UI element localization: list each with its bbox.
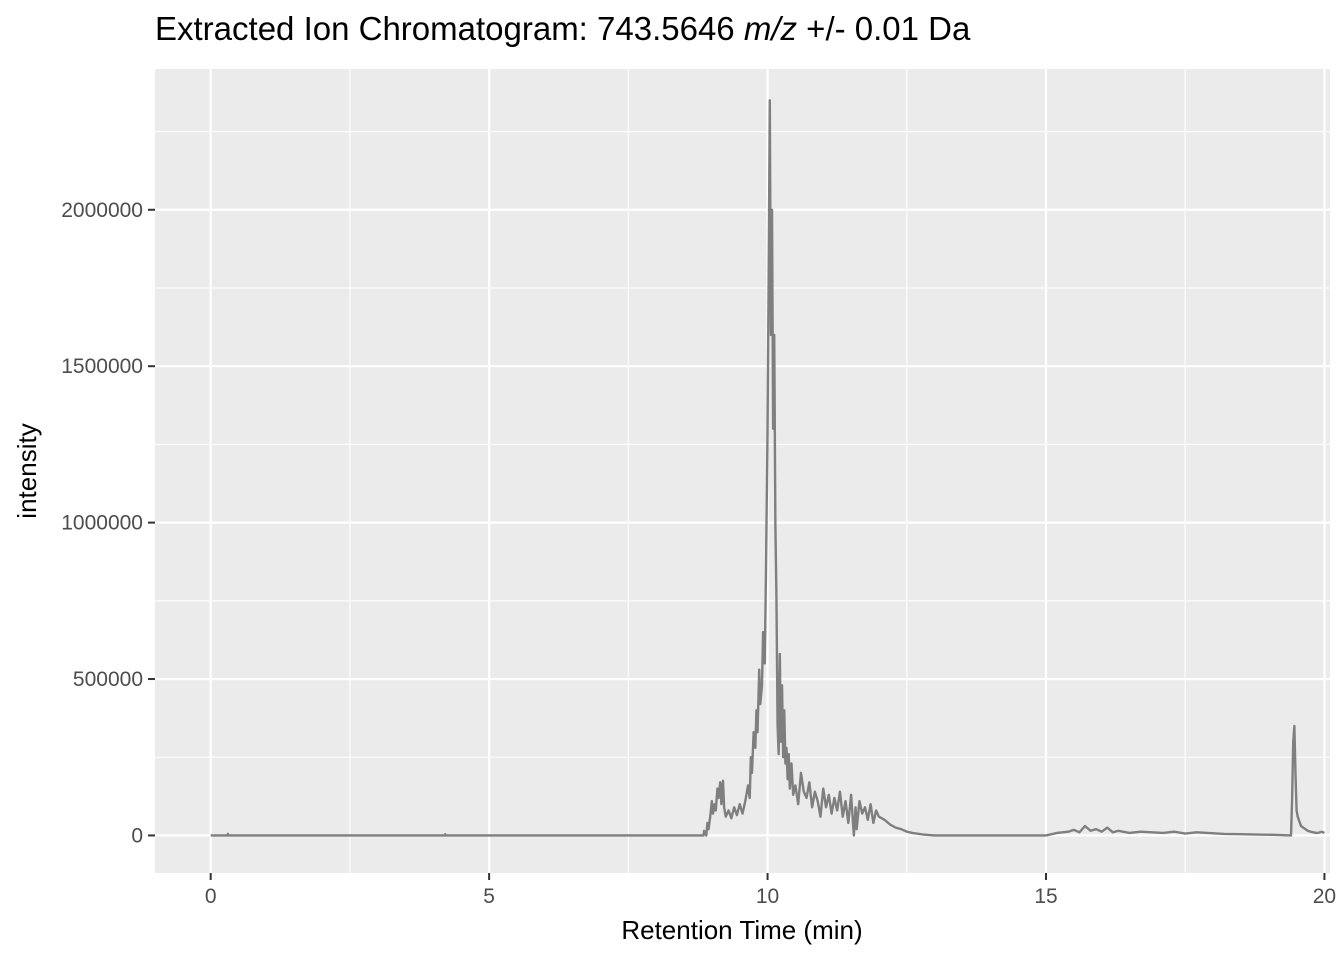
y-axis-title: intensity bbox=[12, 423, 42, 518]
x-tick-label: 20 bbox=[1313, 885, 1336, 908]
x-tick-label: 15 bbox=[1034, 885, 1057, 908]
x-tick-label: 5 bbox=[483, 885, 495, 908]
y-tick-label: 500000 bbox=[73, 668, 143, 691]
series-layer bbox=[210, 99, 1325, 837]
x-axis: 0 5 10 15 20 bbox=[205, 873, 1336, 908]
x-axis-title: Retention Time (min) bbox=[621, 915, 862, 945]
x-tick-label: 10 bbox=[756, 885, 779, 908]
y-axis: 0 500000 1000000 1500000 2000000 bbox=[61, 199, 155, 847]
series-line-0 bbox=[210, 99, 1325, 837]
chart-title: Extracted Ion Chromatogram: 743.5646 m/z… bbox=[155, 10, 971, 47]
minor-gridlines bbox=[155, 69, 1330, 873]
major-gridlines bbox=[155, 69, 1330, 873]
y-tick-label: 2000000 bbox=[61, 199, 143, 222]
y-tick-label: 0 bbox=[131, 824, 143, 847]
x-tick-label: 0 bbox=[205, 885, 217, 908]
plot-panel bbox=[155, 69, 1330, 873]
y-tick-label: 1000000 bbox=[61, 512, 143, 535]
y-tick-label: 1500000 bbox=[61, 355, 143, 378]
